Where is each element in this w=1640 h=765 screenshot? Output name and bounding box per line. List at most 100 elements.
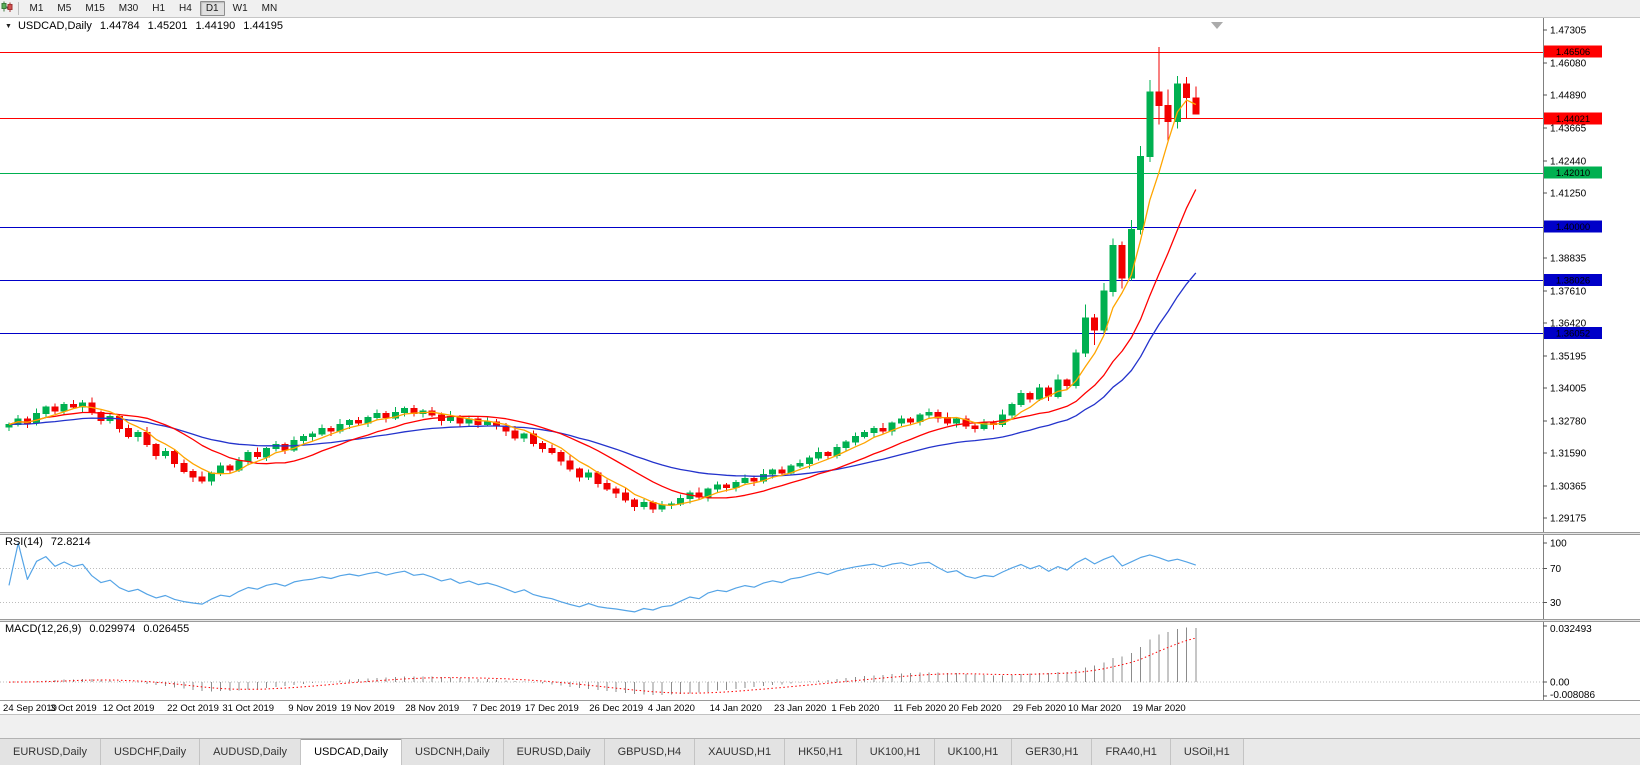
chart-shift-marker[interactable] [1211, 22, 1223, 29]
chart-tab-gbpusd-h4[interactable]: GBPUSD,H4 [604, 739, 696, 765]
price-line-label[interactable]: 1.40000 [1544, 220, 1602, 234]
price-tick-label: 1.44890 [1550, 91, 1587, 102]
date-tick-label: 4 Jan 2020 [648, 703, 695, 714]
timeframe-button-m30[interactable]: M30 [118, 3, 139, 14]
price-tick-label: 1.32780 [1550, 416, 1587, 427]
date-tick-label: 22 Oct 2019 [167, 703, 219, 714]
timeframe-button-d1[interactable]: D1 [199, 1, 225, 16]
date-tick-label: 24 Sep 2019 [3, 703, 57, 714]
date-tick-label: 10 Mar 2020 [1068, 703, 1121, 714]
chart-type-icon[interactable]: ▾ [1, 1, 13, 17]
chart-tab-uk100-h1[interactable]: UK100,H1 [856, 739, 935, 765]
chart-tab-usdcnh-daily[interactable]: USDCNH,Daily [402, 739, 504, 765]
price-tick-label: 1.47305 [1550, 26, 1587, 37]
chart-tab-fra40-h1[interactable]: FRA40,H1 [1092, 739, 1171, 765]
price-tick-label: 1.41250 [1550, 188, 1587, 199]
price-tick-label: 1.42440 [1550, 156, 1587, 167]
date-tick-label: 14 Jan 2020 [710, 703, 762, 714]
chart-tab-xauusd-h1[interactable]: XAUUSD,H1 [695, 739, 786, 765]
chart-symbol-period: USDCAD,Daily [17, 20, 92, 32]
rsi-line [8, 542, 1196, 613]
rsi-label: RSI(14) 72.8214 [5, 536, 91, 548]
chart-tab-usoil-h1[interactable]: USOil,H1 [1170, 739, 1244, 765]
macd-value: 0.029974 [89, 623, 136, 635]
date-tick-label: 19 Nov 2019 [341, 703, 395, 714]
ma-mid-line [8, 189, 1197, 499]
horizontal-lines[interactable] [0, 52, 1543, 334]
price-tick-label: 1.31590 [1550, 448, 1587, 459]
price-tick-label: 1.43665 [1550, 123, 1587, 134]
price-line-label[interactable]: 1.46506 [1544, 45, 1602, 59]
rsi-tick-label: 70 [1550, 564, 1562, 575]
chart-tab-eurusd-daily[interactable]: EURUSD,Daily [503, 739, 605, 765]
date-tick-label: 28 Nov 2019 [405, 703, 459, 714]
timeframe-buttons: M1 M5 M15 M30 H1 H4 D1 W1 MN [24, 1, 284, 16]
svg-text:1.46506: 1.46506 [1556, 47, 1590, 58]
rsi-tick-label: 100 [1550, 539, 1567, 550]
date-axis[interactable]: 24 Sep 2019 3 Oct 2019 12 Oct 2019 22 Oct 2… [0, 700, 1640, 714]
macd-tick-label: 0.032493 [1550, 624, 1592, 635]
svg-text:1.42010: 1.42010 [1556, 168, 1590, 179]
macd-label: MACD(12,26,9) 0.029974 0.026455 [5, 623, 189, 635]
rsi-panel[interactable]: 100 70 30 RSI(14) 72.8214 [0, 535, 1640, 619]
price-tick-label: 1.37610 [1550, 286, 1587, 297]
date-tick-label: 20 Feb 2020 [948, 703, 1001, 714]
rsi-value: 72.8214 [50, 536, 91, 548]
macd-panel[interactable]: 0.032493 0.00 -0.008086 MACD(12,26,9) 0.02… [0, 622, 1640, 700]
candlesticks [5, 46, 1200, 514]
ohlc-low: 1.44190 [195, 20, 236, 32]
date-tick-label: 1 Feb 2020 [831, 703, 879, 714]
timeframe-button-w1[interactable]: W1 [232, 3, 248, 14]
timeframe-button-m1[interactable]: M1 [29, 3, 44, 14]
timeframe-button-m15[interactable]: M15 [85, 3, 105, 14]
macd-tick-label: -0.008086 [1550, 690, 1595, 700]
candlestick-chart-icon [1, 1, 13, 12]
chart-tab-usdcad-daily[interactable]: USDCAD,Daily [301, 739, 403, 765]
panel-splitter[interactable] [0, 619, 1640, 622]
date-tick-label: 11 Feb 2020 [893, 703, 946, 714]
chart-tab-uk100-h1[interactable]: UK100,H1 [934, 739, 1013, 765]
rsi-tick-label: 30 [1550, 598, 1562, 609]
status-strip [0, 714, 1640, 738]
chart-tab-audusd-daily[interactable]: AUDUSD,Daily [200, 739, 302, 765]
price-tick-label: 1.46080 [1550, 58, 1587, 69]
ohlc-open: 1.44784 [99, 20, 140, 32]
panel-splitter[interactable] [0, 532, 1640, 535]
timeframe-button-m5[interactable]: M5 [57, 3, 72, 14]
macd-tick-label: 0.00 [1550, 678, 1570, 689]
main-chart-panel[interactable]: 1.47305 1.46080 1.44890 1.43665 1.42440 1.412… [0, 18, 1640, 532]
chart-tab-hk50-h1[interactable]: HK50,H1 [785, 739, 857, 765]
chart-tab-ger30-h1[interactable]: GER30,H1 [1012, 739, 1093, 765]
ma-fast-line [8, 99, 1197, 507]
date-tick-label: 7 Dec 2019 [472, 703, 521, 714]
timeframe-button-h1[interactable]: H1 [152, 3, 166, 14]
chart-ohlc-title: ▼ USDCAD,Daily 1.44784 1.45201 1.44190 1… [5, 20, 283, 32]
timeframe-button-mn[interactable]: MN [261, 3, 278, 14]
chart-tab-usdchf-daily[interactable]: USDCHF,Daily [100, 739, 201, 765]
price-line-label[interactable]: 1.42010 [1544, 166, 1602, 180]
price-line-label[interactable]: 1.44021 [1544, 112, 1602, 125]
svg-text:1.44021: 1.44021 [1556, 114, 1590, 125]
collapse-triangle-icon[interactable]: ▼ [5, 22, 12, 30]
svg-text:1.38026: 1.38026 [1556, 275, 1590, 286]
ohlc-high: 1.45201 [147, 20, 188, 32]
price-tick-label: 1.35195 [1550, 351, 1587, 362]
date-tick-label: 29 Feb 2020 [1013, 703, 1066, 714]
svg-text:1.40000: 1.40000 [1556, 222, 1590, 233]
toolbar-separator [17, 2, 19, 15]
ohlc-close: 1.44195 [243, 20, 283, 32]
date-tick-label: 9 Nov 2019 [288, 703, 337, 714]
date-tick-label: 31 Oct 2019 [222, 703, 274, 714]
timeframe-button-h4[interactable]: H4 [179, 3, 192, 14]
price-line-label[interactable]: 1.36052 [1544, 326, 1602, 339]
toolbar: ▾ M1 M5 M15 M30 H1 H4 D1 W1 MN [0, 0, 1640, 18]
macd-name: MACD(12,26,9) [5, 623, 82, 635]
chart-window: 1.47305 1.46080 1.44890 1.43665 1.42440 1.412… [0, 18, 1640, 714]
price-tick-label: 1.30365 [1550, 481, 1587, 492]
date-tick-label: 3 Oct 2019 [50, 703, 96, 714]
macd-signal-line [8, 637, 1196, 694]
chart-tab-bar: EURUSD,Daily USDCHF,Daily AUDUSD,Daily USDC… [0, 738, 1640, 765]
price-line-label[interactable]: 1.38026 [1544, 273, 1602, 286]
chart-tab-eurusd-daily[interactable]: EURUSD,Daily [0, 739, 101, 765]
